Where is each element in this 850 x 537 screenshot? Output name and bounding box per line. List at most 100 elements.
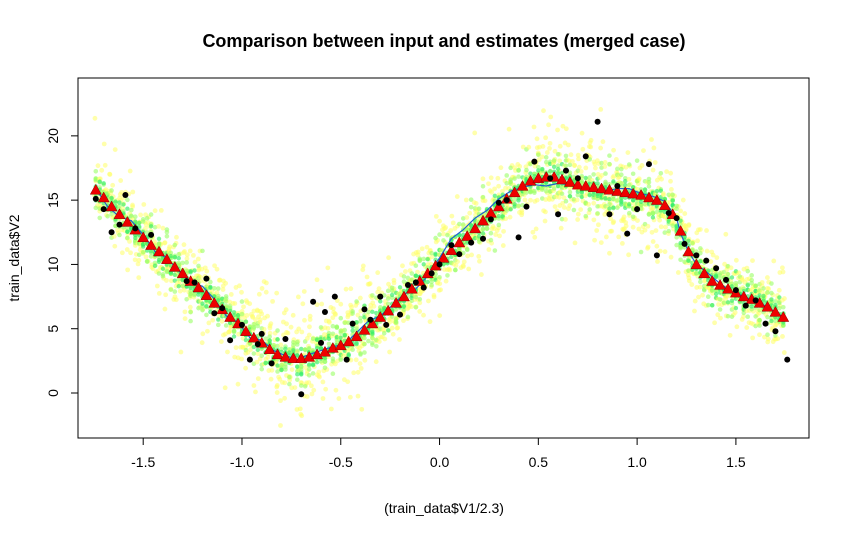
input-point bbox=[606, 211, 613, 218]
cloud-point bbox=[243, 298, 249, 303]
cloud-point bbox=[583, 175, 588, 181]
input-point bbox=[468, 239, 475, 246]
cloud-point bbox=[595, 211, 600, 216]
input-point bbox=[100, 206, 107, 213]
input-point bbox=[298, 391, 305, 398]
cloud-point bbox=[228, 292, 234, 297]
cloud-point bbox=[304, 394, 310, 399]
cloud-point bbox=[560, 123, 566, 129]
cloud-point bbox=[492, 193, 498, 198]
estimate-marker bbox=[619, 186, 632, 198]
cloud-point bbox=[557, 158, 563, 164]
cloud-point bbox=[576, 156, 581, 162]
cloud-point bbox=[480, 194, 486, 200]
cloud-point bbox=[621, 227, 627, 233]
input-point bbox=[318, 339, 325, 346]
input-point bbox=[211, 310, 218, 317]
input-point bbox=[383, 321, 390, 328]
cloud-point bbox=[765, 339, 771, 345]
cloud-point bbox=[330, 323, 336, 329]
cloud-point bbox=[512, 176, 517, 181]
cloud-point bbox=[464, 227, 470, 232]
cloud-point bbox=[668, 178, 673, 184]
cloud-point bbox=[524, 167, 529, 173]
cloud-point bbox=[284, 321, 289, 327]
input-point bbox=[361, 306, 368, 313]
cloud-point bbox=[318, 345, 324, 351]
cloud-point bbox=[449, 213, 455, 219]
cloud-point bbox=[709, 287, 715, 293]
cloud-point bbox=[729, 298, 735, 303]
cloud-point bbox=[779, 265, 785, 271]
cloud-point bbox=[696, 294, 701, 300]
cloud-point bbox=[619, 200, 624, 205]
cloud-point bbox=[689, 282, 695, 287]
cloud-point bbox=[166, 246, 172, 252]
cloud-point bbox=[421, 312, 426, 318]
cloud-point bbox=[259, 286, 265, 291]
cloud-point bbox=[135, 261, 141, 267]
estimate-marker bbox=[469, 222, 482, 234]
cloud-point bbox=[603, 234, 609, 240]
cloud-point bbox=[476, 253, 482, 259]
cloud-point bbox=[180, 260, 186, 266]
cloud-point bbox=[295, 364, 300, 370]
cloud-point bbox=[438, 287, 444, 293]
cloud-point bbox=[413, 304, 419, 310]
cloud-point bbox=[325, 326, 331, 331]
cloud-point bbox=[274, 383, 280, 388]
cloud-point bbox=[291, 339, 296, 345]
cloud-point bbox=[757, 332, 762, 338]
cloud-point bbox=[602, 160, 608, 165]
input-point bbox=[258, 330, 265, 337]
cloud-point bbox=[526, 144, 532, 150]
x-tick-label: -1.5 bbox=[131, 454, 155, 470]
cloud-point bbox=[476, 206, 482, 212]
cloud-point bbox=[587, 207, 592, 212]
cloud-point bbox=[357, 361, 363, 367]
cloud-point bbox=[710, 252, 716, 258]
cloud-point bbox=[563, 126, 569, 132]
cloud-point bbox=[609, 228, 615, 234]
cloud-point bbox=[212, 263, 217, 269]
cloud-point bbox=[686, 238, 691, 244]
cloud-point bbox=[283, 362, 288, 367]
cloud-point bbox=[429, 279, 434, 285]
cloud-point bbox=[669, 187, 674, 192]
cloud-point bbox=[117, 195, 123, 201]
cloud-point bbox=[281, 310, 287, 316]
cloud-point bbox=[326, 341, 332, 347]
cloud-point bbox=[390, 331, 396, 337]
cloud-point bbox=[163, 292, 169, 298]
cloud-point bbox=[299, 329, 305, 335]
cloud-point bbox=[360, 267, 366, 273]
cloud-point bbox=[488, 237, 494, 243]
cloud-point bbox=[268, 321, 274, 327]
cloud-point bbox=[651, 145, 657, 151]
input-point bbox=[148, 231, 155, 238]
cloud-point bbox=[660, 191, 666, 196]
cloud-point bbox=[275, 363, 280, 368]
cloud-point bbox=[238, 344, 244, 350]
cloud-point bbox=[692, 308, 697, 314]
cloud-point bbox=[368, 302, 374, 308]
cloud-point bbox=[307, 317, 313, 322]
cloud-point bbox=[516, 203, 521, 209]
cloud-point bbox=[223, 323, 229, 328]
input-point bbox=[762, 320, 769, 327]
cloud-point bbox=[471, 200, 477, 205]
cloud-point bbox=[611, 147, 616, 153]
cloud-point bbox=[593, 165, 598, 171]
cloud-point bbox=[674, 203, 679, 209]
cloud-point bbox=[563, 153, 569, 159]
cloud-point bbox=[453, 263, 459, 268]
estimate-marker bbox=[453, 236, 466, 248]
cloud-point bbox=[282, 380, 288, 386]
cloud-point bbox=[231, 310, 237, 315]
input-point bbox=[732, 287, 739, 294]
cloud-point bbox=[674, 235, 679, 240]
cloud-point bbox=[174, 234, 179, 240]
cloud-point bbox=[316, 369, 322, 375]
cloud-point bbox=[680, 197, 686, 203]
cloud-point bbox=[496, 222, 502, 228]
